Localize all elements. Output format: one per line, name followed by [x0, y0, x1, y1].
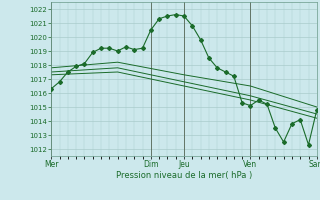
- X-axis label: Pression niveau de la mer( hPa ): Pression niveau de la mer( hPa ): [116, 171, 252, 180]
